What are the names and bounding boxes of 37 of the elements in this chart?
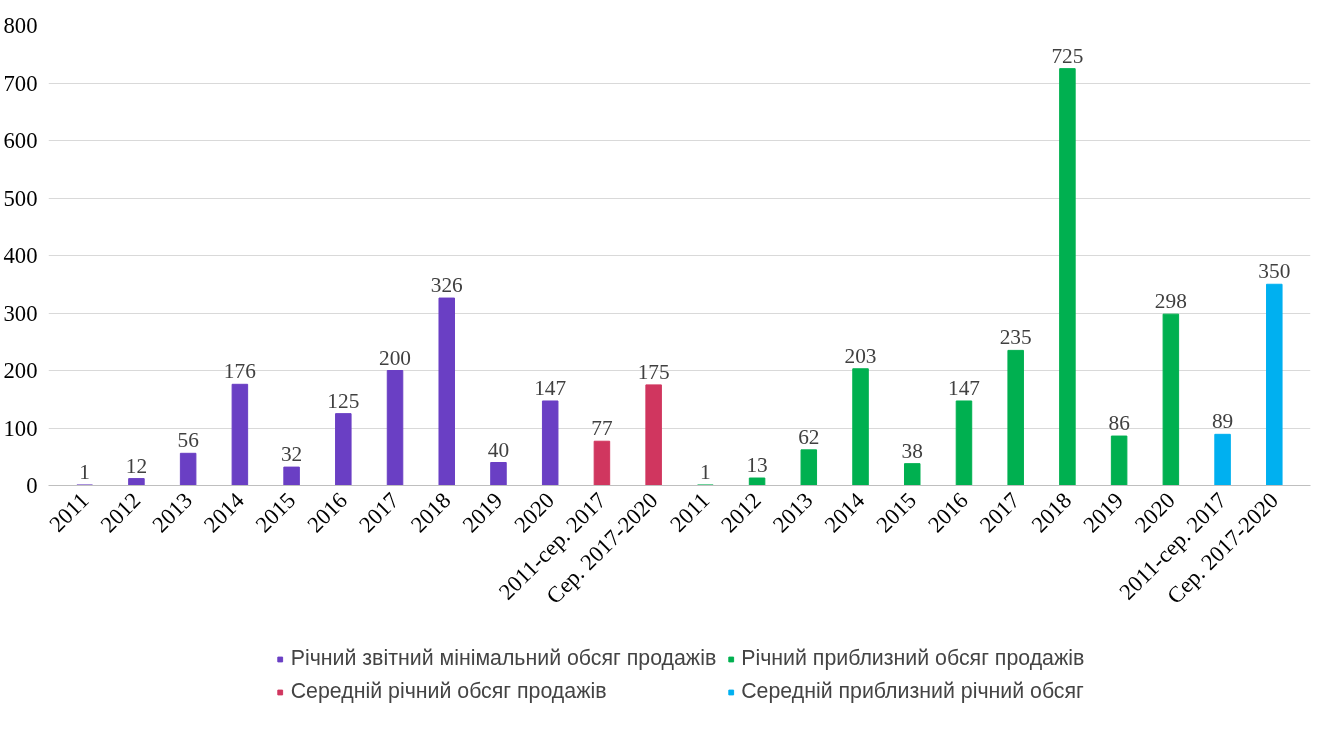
data-label: 12 bbox=[125, 453, 148, 478]
data-label: 326 bbox=[430, 273, 464, 298]
data-label: 203 bbox=[844, 343, 877, 368]
data-label: 13 bbox=[746, 453, 768, 478]
y-tick-label: 0 bbox=[26, 473, 38, 498]
data-label: 38 bbox=[901, 438, 923, 463]
data-label: 1 bbox=[700, 459, 711, 484]
data-label: 32 bbox=[280, 442, 303, 467]
data-label: 200 bbox=[379, 345, 412, 370]
data-label: 235 bbox=[999, 325, 1032, 350]
data-label: 125 bbox=[327, 388, 360, 413]
data-label: 176 bbox=[223, 359, 257, 384]
data-label: 725 bbox=[1051, 43, 1084, 68]
y-tick-label: 600 bbox=[3, 128, 38, 153]
legend-label: Середній приблизний річний обсяг bbox=[741, 679, 1084, 704]
data-label: 1 bbox=[79, 459, 91, 484]
y-tick-label: 300 bbox=[3, 300, 38, 326]
data-label: 89 bbox=[1211, 409, 1234, 434]
data-label: 298 bbox=[1154, 289, 1187, 314]
data-label: 86 bbox=[1108, 411, 1131, 436]
data-label: 77 bbox=[591, 416, 613, 441]
data-label: 147 bbox=[534, 375, 567, 400]
data-label: 56 bbox=[177, 428, 200, 453]
legend-label: Середній річний обсяг продажів bbox=[290, 679, 607, 704]
data-label: 40 bbox=[487, 437, 510, 462]
legend-label: Річний приблизний обсяг продажів bbox=[741, 646, 1085, 671]
y-tick-label: 800 bbox=[3, 13, 38, 38]
data-label: 147 bbox=[947, 375, 981, 400]
legend-label: Річний звітний мінімальний обсяг продажів bbox=[290, 646, 717, 671]
y-tick-label: 700 bbox=[3, 70, 38, 96]
y-tick-label: 500 bbox=[3, 185, 38, 211]
y-tick-label: 400 bbox=[3, 243, 38, 268]
data-label: 175 bbox=[637, 359, 670, 384]
y-tick-label: 200 bbox=[3, 358, 38, 383]
data-label: 62 bbox=[798, 424, 820, 449]
y-tick-label: 100 bbox=[3, 415, 38, 441]
data-label: 350 bbox=[1258, 259, 1291, 284]
